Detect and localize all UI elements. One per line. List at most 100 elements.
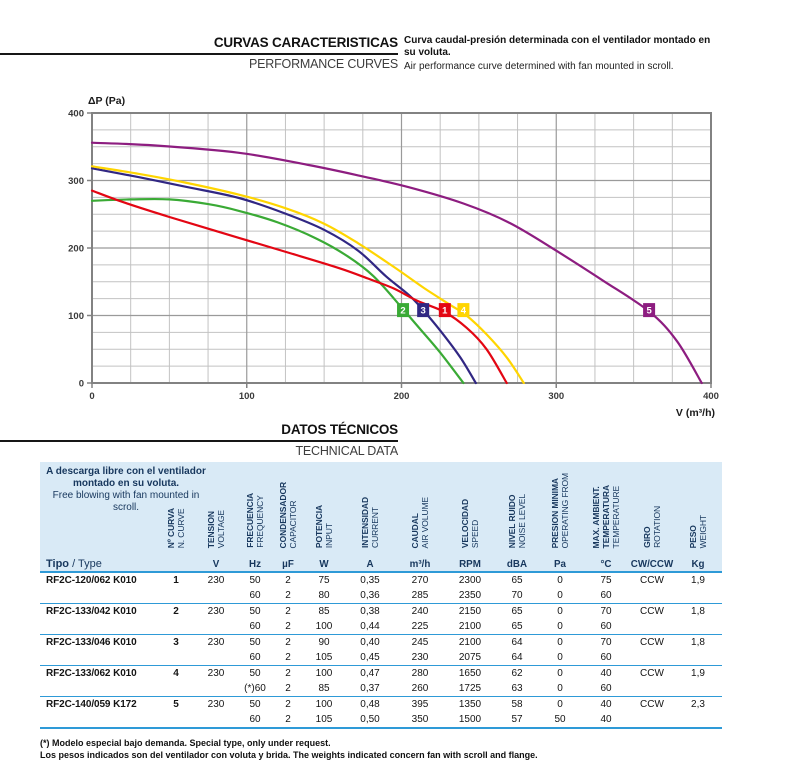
cell-temp: 40 [582, 665, 630, 681]
curve-3 [90, 167, 477, 385]
cell-temp: 70 [582, 603, 630, 619]
cell-a: 0,50 [344, 712, 396, 729]
section-title-en: PERFORMANCE CURVES [249, 57, 398, 71]
cell-weight [674, 681, 722, 697]
x-tick-label: 300 [548, 391, 564, 402]
cell-rpm: 2300 [458, 575, 482, 586]
table-row: 60 2 105 0,50 350 1500 57 50 40 [40, 712, 722, 729]
cell-temp: 70 [582, 634, 630, 650]
cell-m3h: 270 [411, 575, 429, 586]
column-header-tension: TENSION VOLTAGE [194, 462, 238, 556]
cell-temp: 40 [582, 696, 630, 712]
section2-title-en: TECHNICAL DATA [295, 444, 398, 458]
cell-type [40, 619, 158, 635]
table-note-en: Free blowing with fan mounted in scroll. [52, 490, 200, 513]
cell-type: RF2C-133/042 K010 [40, 603, 158, 619]
table-row: (*)60 2 85 0,37 260 1725 63 0 60 [40, 681, 722, 697]
unit-Pa: Pa [538, 556, 582, 573]
cell-weight: 1,9 [674, 665, 722, 681]
cell-rot [630, 650, 674, 666]
cell-hz: 50 [238, 634, 272, 650]
cell-weight: 1,8 [674, 634, 722, 650]
cell-dba: 62 [496, 665, 538, 681]
cell-m3h: 280 [396, 665, 444, 681]
cell-hz: 50 [238, 696, 272, 712]
cell-curve: 2 [158, 603, 194, 619]
cell-dba: 58 [496, 696, 538, 712]
x-tick-label: 0 [89, 391, 94, 402]
cell-pa: 50 [538, 712, 582, 729]
cell-pa: 0 [557, 621, 563, 632]
cell-w: 90 [304, 634, 344, 650]
cell-a: 0,35 [360, 575, 380, 586]
cell-volt [194, 588, 238, 604]
cell-w: 85 [318, 683, 330, 694]
unit-dBA: dBA [496, 556, 538, 573]
cell-volt: 230 [194, 665, 238, 681]
cell-weight: 2,3 [674, 696, 722, 712]
cell-rpm: 1650 [444, 665, 496, 681]
table-note-cell: A descarga libre con el ventilador monta… [40, 462, 206, 556]
curve-badge-label-1: 1 [442, 306, 448, 317]
cell-rot [630, 588, 674, 604]
section-rule [0, 53, 398, 55]
cell-curve: 4 [158, 665, 194, 681]
cell-curve [158, 712, 194, 729]
cell-dba: 64 [511, 652, 523, 663]
cell-volt: 230 [207, 575, 225, 586]
cell-pa: 0 [538, 665, 582, 681]
cell-w: 105 [315, 652, 333, 663]
cell-weight: 1,8 [674, 603, 722, 619]
cell-a: 0,48 [344, 696, 396, 712]
cell-weight: 1,9 [691, 575, 705, 586]
cell-uf: 2 [272, 665, 304, 681]
cell-rot [630, 681, 674, 697]
curve-badge-3 [417, 303, 430, 318]
cell-rpm: 2100 [444, 634, 496, 650]
cell-uf: 2 [272, 696, 304, 712]
cell-rot: CCW [630, 603, 674, 619]
x-tick-label: 200 [394, 391, 410, 402]
performance-curves-chart: 0 100 200 300 400 0 100 200 300 400 ΔP (Pa) V (m³/h… [40, 90, 750, 430]
column-header-intensidad: INTENSIDAD CURRENT [344, 462, 396, 556]
cell-temp: 60 [600, 652, 612, 663]
cell-hz: 50 [238, 603, 272, 619]
footnote-2: Los pesos indicados son del ventilador c… [40, 749, 538, 760]
cell-temp: 75 [600, 575, 612, 586]
cell-volt [194, 619, 238, 635]
cell-type [40, 712, 158, 729]
cell-type: RF2C-133/062 K010 [40, 665, 158, 681]
cell-w: 80 [318, 590, 330, 601]
curve-badge-label-5: 5 [646, 306, 652, 317]
column-header-peso: PESO WEIGHT [674, 462, 722, 556]
section2-title-es: DATOS TÉCNICOS [281, 422, 398, 437]
cell-uf: 2 [272, 603, 304, 619]
curve-5 [90, 141, 703, 385]
column-header-presion-minima: PRESION MINIMA OPERATING FROM [538, 462, 582, 556]
cell-type: RF2C-133/046 K010 [40, 634, 158, 650]
cell-hz: 50 [249, 575, 261, 586]
cell-pa: 0 [538, 634, 582, 650]
cell-pa: 0 [557, 590, 563, 601]
unit-W: W [304, 556, 344, 573]
cell-w: 100 [304, 696, 344, 712]
unit-°C: °C [582, 556, 630, 573]
column-header-max-ambient: MAX. AMBIENT. TEMPERATURA TEMPERATURE [582, 462, 630, 556]
y-tick-label: 100 [68, 311, 84, 322]
y-tick-label: 0 [79, 379, 84, 390]
x-axis-title: V (m³/h) [676, 407, 715, 419]
column-header-caudal: CAUDAL AIR VOLUME [396, 462, 444, 556]
table-row: RF2C-140/059 K172 5 230 50 2 100 0,48 395 1350 58… [40, 696, 722, 712]
cell-volt [194, 712, 238, 729]
cell-m3h: 225 [411, 621, 429, 632]
column-header-potencia: POTENCIA INPUT [304, 462, 344, 556]
cell-weight [674, 619, 722, 635]
cell-rpm: 2100 [458, 621, 482, 632]
cell-uf: 2 [285, 652, 291, 663]
cell-rot: CCW [630, 665, 674, 681]
technical-data-header: DATOS TÉCNICOS TECHNICAL DATA [0, 422, 398, 458]
column-header-condensador: CONDENSADOR CAPACITOR [272, 462, 304, 556]
technical-data-table: A descarga libre con el ventilador monta… [40, 462, 722, 729]
unit-A: A [344, 556, 396, 573]
cell-curve [158, 650, 194, 666]
